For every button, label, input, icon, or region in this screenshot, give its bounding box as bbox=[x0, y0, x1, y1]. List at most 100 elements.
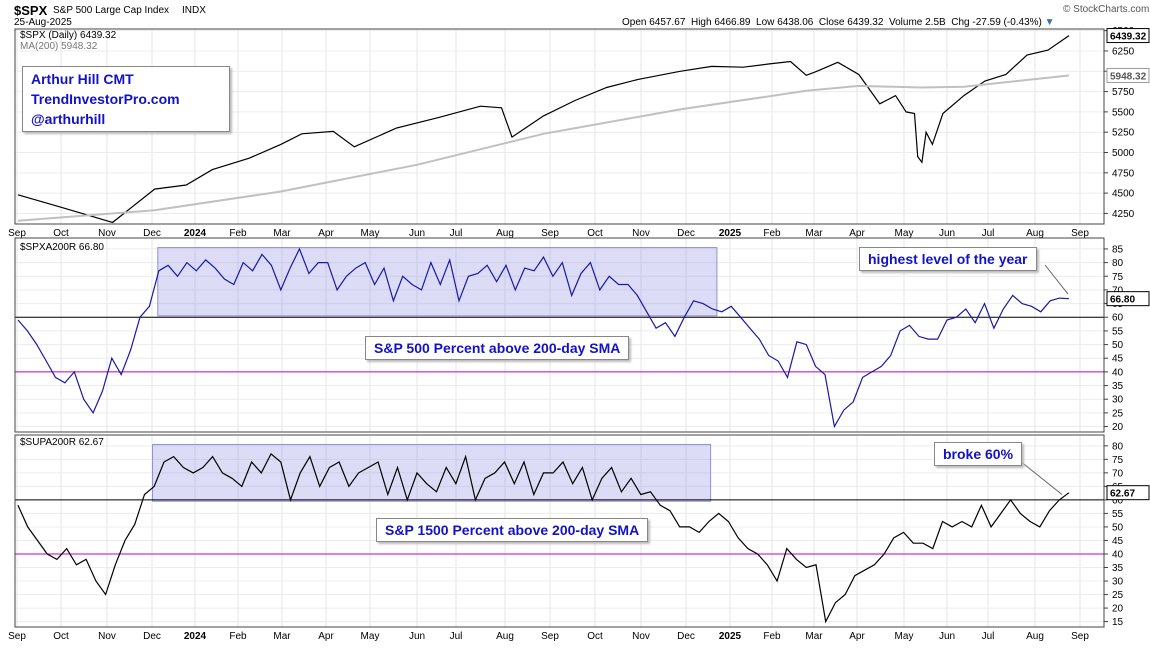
y-tick-label: 75 bbox=[1112, 455, 1124, 466]
open-value: 6457.67 bbox=[649, 17, 686, 28]
x-tick-label: Aug bbox=[496, 228, 514, 239]
author-handle: @arthurhill bbox=[31, 111, 106, 127]
low-value: 6438.06 bbox=[777, 17, 814, 28]
x-tick-label: Mar bbox=[273, 228, 291, 239]
x-tick-label: Jul bbox=[450, 228, 463, 239]
last-value-label: 6439.32 bbox=[1110, 32, 1147, 43]
y-tick-label: 25 bbox=[1112, 590, 1124, 601]
x-tick-label: Apr bbox=[849, 631, 865, 642]
last-value-label: 62.67 bbox=[1110, 489, 1135, 500]
highlight-zone-1 bbox=[157, 247, 718, 317]
x-tick-label: Apr bbox=[318, 228, 334, 239]
ma-line bbox=[17, 74, 1070, 222]
x-tick-label: Mar bbox=[273, 631, 291, 642]
spxa-legend: $SPXA200R 66.80 bbox=[20, 242, 104, 253]
x-tick-label: Jun bbox=[939, 228, 955, 239]
author-site: TrendInvestorPro.com bbox=[31, 91, 180, 107]
y-tick-label: 4500 bbox=[1112, 189, 1135, 200]
chart-date: 25-Aug-2025 bbox=[14, 17, 72, 28]
panel-frames bbox=[14, 28, 1105, 628]
x-tick-label: Apr bbox=[318, 631, 334, 642]
x-tick-label: Jul bbox=[450, 631, 463, 642]
x-tick-label: Oct bbox=[53, 228, 69, 239]
x-tick-label: Sep bbox=[1071, 631, 1089, 642]
y-tick-label: 35 bbox=[1112, 381, 1124, 392]
y-tick-label: 35 bbox=[1112, 563, 1124, 574]
price-legend: $SPX (Daily) 6439.32 bbox=[20, 30, 117, 41]
x-tick-label: Mar bbox=[805, 228, 823, 239]
last-value-tag bbox=[1106, 28, 1150, 44]
x-tick-label: May bbox=[895, 228, 914, 239]
ohlc-readout: Open 6457.67 High 6466.89 Low 6438.06 Cl… bbox=[622, 17, 1055, 28]
x-tick-label: Jun bbox=[409, 631, 425, 642]
x-tick-label: Jul bbox=[982, 631, 995, 642]
y-tick-label: 70 bbox=[1112, 468, 1124, 479]
y-tick-label: 45 bbox=[1112, 354, 1124, 365]
x-tick-label: Nov bbox=[632, 228, 650, 239]
y-tick-label: 60 bbox=[1112, 495, 1124, 506]
last-value-tag bbox=[1106, 291, 1150, 307]
y-tick-label: 4250 bbox=[1112, 209, 1135, 220]
x-tick-label: Jun bbox=[939, 631, 955, 642]
supa-legend: $SUPA200R 62.67 bbox=[20, 437, 104, 448]
supa-line bbox=[17, 452, 1070, 624]
y-tick-label: 55 bbox=[1112, 509, 1124, 520]
y-tick-label: 5000 bbox=[1112, 148, 1135, 159]
volume-label: Volume bbox=[888, 17, 923, 28]
callout-arrows bbox=[1019, 264, 1069, 495]
x-tick-label: Feb bbox=[229, 228, 247, 239]
x-tick-label: May bbox=[361, 631, 380, 642]
x-tick-label: Dec bbox=[677, 631, 695, 642]
author-box: Arthur Hill CMT TrendInvestorPro.com @ar… bbox=[22, 66, 230, 132]
panel-frame-0 bbox=[14, 28, 1105, 225]
x-tick-label: Nov bbox=[632, 631, 650, 642]
x-tick-label: Feb bbox=[229, 631, 247, 642]
x-tick-label: Dec bbox=[143, 631, 161, 642]
x-tick-label: Dec bbox=[677, 228, 695, 239]
last-value-tag bbox=[1106, 485, 1150, 501]
x-tick-label: Oct bbox=[587, 228, 603, 239]
x-tick-label: Nov bbox=[98, 631, 116, 642]
axis-layer: Sep Oct Nov Dec 2024 Feb Mar Apr May Jun Jul Aug Sep… bbox=[8, 26, 1150, 642]
x-tick-label: Feb bbox=[763, 228, 781, 239]
open-label: Open bbox=[622, 17, 647, 28]
y-tick-label: 5500 bbox=[1112, 107, 1135, 118]
y-tick-label: 80 bbox=[1112, 441, 1124, 452]
y-tick-label: 70 bbox=[1112, 285, 1124, 296]
volume-value: 2.5B bbox=[925, 17, 946, 28]
x-tick-label: Sep bbox=[541, 228, 559, 239]
x-tick-label: Apr bbox=[849, 228, 865, 239]
series-layer bbox=[17, 35, 1070, 624]
supa-indicator-label: S&P 1500 Percent above 200-day SMA bbox=[376, 518, 649, 542]
x-tick-label: Mar bbox=[805, 631, 823, 642]
x-tick-label: Oct bbox=[53, 631, 69, 642]
spxa-indicator-label: S&P 500 Percent above 200-day SMA bbox=[365, 336, 630, 360]
y-tick-label: 40 bbox=[1112, 367, 1124, 378]
reference-lines bbox=[15, 316, 1104, 555]
spxa-line bbox=[17, 247, 1070, 429]
ma-legend: MA(200) 5948.32 bbox=[20, 41, 98, 52]
panel-frame-1 bbox=[14, 237, 1105, 433]
y-tick-label: 45 bbox=[1112, 536, 1124, 547]
highlight-layer bbox=[152, 247, 718, 502]
y-tick-label: 5250 bbox=[1112, 128, 1135, 139]
x-tick-label: Feb bbox=[763, 631, 781, 642]
y-tick-label: 50 bbox=[1112, 522, 1124, 533]
y-tick-label: 25 bbox=[1112, 408, 1124, 419]
x-tick-label: Oct bbox=[587, 631, 603, 642]
chg-label: Chg bbox=[951, 17, 970, 28]
x-tick-label: Sep bbox=[1071, 228, 1089, 239]
chevron-down-icon[interactable]: ▼ bbox=[1044, 17, 1055, 28]
x-tick-label: Jul bbox=[982, 228, 995, 239]
x-tick-label: 2025 bbox=[719, 631, 742, 642]
y-tick-label: 80 bbox=[1112, 258, 1124, 269]
low-label: Low bbox=[756, 17, 775, 28]
x-tick-label: 2024 bbox=[184, 228, 207, 239]
y-tick-label: 6250 bbox=[1112, 46, 1135, 57]
y-tick-label: 75 bbox=[1112, 272, 1124, 283]
x-tick-label: Dec bbox=[143, 228, 161, 239]
x-tick-label: Nov bbox=[98, 228, 116, 239]
last-value-label: 66.80 bbox=[1110, 295, 1135, 306]
callout-arrow-1 bbox=[1044, 264, 1069, 295]
